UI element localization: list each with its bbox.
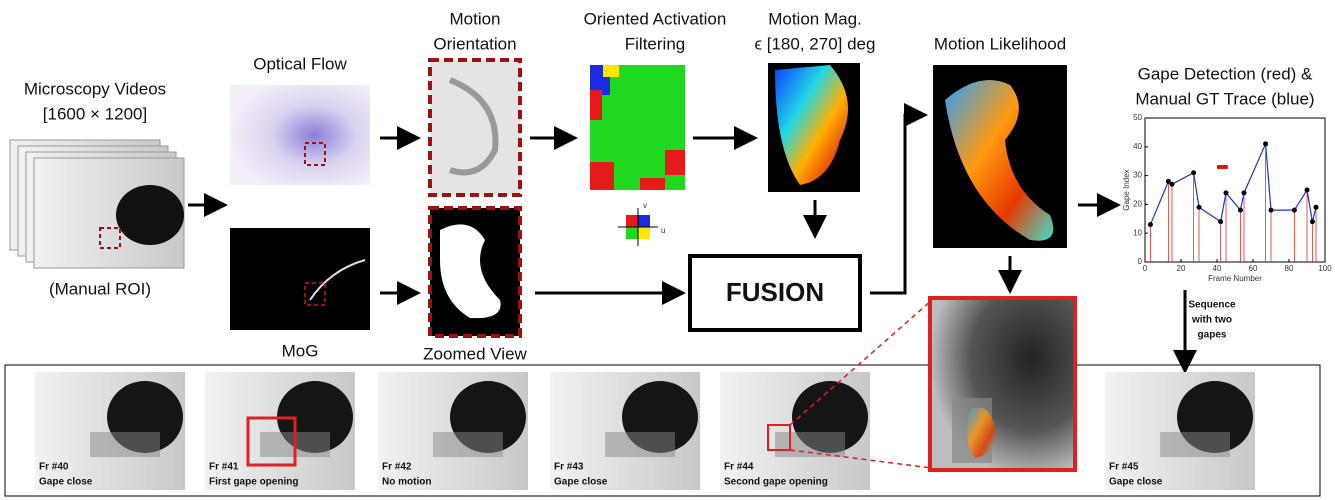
- x-tick-label: 80: [1285, 264, 1294, 273]
- magnitude-blob: [775, 65, 848, 185]
- fusion-box: [688, 254, 862, 332]
- y-tick-label: 40: [1133, 142, 1142, 151]
- frame-id: Fr #40: [39, 462, 69, 473]
- stage-title: MoG: [282, 341, 319, 360]
- zoom-inset: [928, 296, 1077, 472]
- detection-dot: [1309, 219, 1315, 225]
- y-tick-label: 30: [1133, 171, 1142, 180]
- detection-dot: [1196, 204, 1202, 210]
- detection-dot: [1291, 207, 1297, 213]
- frame-id: Fr #42: [382, 462, 412, 473]
- detection-dot: [1218, 219, 1224, 225]
- axis-label: v: [643, 201, 647, 210]
- note: with two: [1191, 315, 1232, 326]
- stage-title: Motion Mag.: [768, 9, 862, 28]
- detection-dot: [1169, 181, 1175, 187]
- detection-dot: [1165, 178, 1171, 184]
- roi-box: [304, 142, 326, 166]
- input-title: Microscopy Videos: [24, 79, 166, 98]
- x-axis-label: Frame Number: [1208, 274, 1262, 283]
- detection-dot: [1304, 187, 1310, 193]
- frame-state: Gape close: [1109, 477, 1163, 488]
- orientation-pattern: [448, 77, 499, 176]
- note: gapes: [1198, 330, 1227, 341]
- x-tick-label: 100: [1318, 264, 1332, 273]
- x-tick-label: 0: [1143, 264, 1148, 273]
- frame-id: Fr #41: [209, 462, 239, 473]
- detection-dot: [1237, 207, 1243, 213]
- note: Sequence: [1188, 300, 1236, 311]
- likelihood-blob: [945, 80, 1054, 241]
- optical-flow-image: [230, 85, 370, 185]
- y-tick-label: 20: [1133, 200, 1142, 209]
- detection-dot: [1241, 190, 1247, 196]
- plot-title: Gape Detection (red) &: [1138, 64, 1313, 83]
- zoom-line: [789, 449, 933, 469]
- detection-dot: [1313, 204, 1319, 210]
- stage-title: Orientation: [433, 34, 516, 53]
- roi-box: [304, 282, 326, 306]
- x-tick-label: 60: [1249, 264, 1258, 273]
- frame-id: Fr #44: [724, 462, 754, 473]
- orientation-image: [428, 58, 522, 197]
- zoom-motion: [966, 407, 995, 458]
- stage-title: ϵ [180, 270] deg: [755, 34, 876, 53]
- highlight-box: [246, 416, 297, 467]
- y-tick-label: 50: [1133, 113, 1142, 122]
- mog-image: [230, 228, 370, 330]
- zoom-line: [789, 299, 933, 426]
- frame-id: Fr #43: [554, 462, 584, 473]
- frame-state: No motion: [382, 477, 431, 488]
- frame-strip: [4, 364, 1321, 497]
- stage-title: Zoomed View: [423, 344, 527, 363]
- video-stack: [9, 139, 185, 269]
- stage-title: Optical Flow: [253, 54, 347, 73]
- y-tick-label: 0: [1138, 257, 1143, 266]
- mog-edge: [309, 259, 366, 301]
- y-tick-label: 10: [1133, 228, 1142, 237]
- roi-label: (Manual ROI): [49, 279, 151, 298]
- y-axis-label: Gape Index: [1122, 169, 1131, 210]
- stage-title: Oriented Activation: [584, 9, 727, 28]
- x-tick-label: 20: [1177, 264, 1186, 273]
- arrow: [870, 103, 928, 295]
- stage-title: Motion: [449, 9, 500, 28]
- fish-body: [433, 432, 503, 457]
- stage-title: Filtering: [625, 34, 685, 53]
- plot-title: Manual GT Trace (blue): [1135, 89, 1314, 108]
- activation-image: [590, 65, 685, 190]
- frame-id: Fr #45: [1109, 462, 1139, 473]
- frame-state: Second gape opening: [724, 477, 828, 488]
- detection-dot: [1263, 141, 1269, 147]
- detection-dot: [1223, 190, 1229, 196]
- plot: 0 20 40 60 80 100 0 10 20 30 40 50 Frame Number Gape …: [1122, 113, 1332, 283]
- detection-dot: [1268, 207, 1274, 213]
- frame-state: Gape close: [554, 477, 608, 488]
- stage-title: Motion Likelihood: [934, 34, 1066, 53]
- fish-body: [605, 432, 675, 457]
- plot-area: [1144, 117, 1326, 263]
- fish-body: [1160, 432, 1230, 457]
- frames: Fr #40 Gape close Fr #41 First gape opening…: [35, 372, 1255, 490]
- input-resolution: [1600 × 1200]: [43, 104, 147, 123]
- axis-label: u: [661, 226, 665, 235]
- zoomed-blob: [440, 224, 501, 319]
- frame-state: First gape opening: [209, 477, 298, 488]
- detection-dot: [1191, 170, 1197, 176]
- fish-body: [90, 432, 160, 457]
- x-tick-label: 40: [1213, 264, 1222, 273]
- frame-state: Gape close: [39, 477, 93, 488]
- orientation-legend: [618, 208, 658, 246]
- highlight-box: [767, 424, 791, 451]
- detection-dot: [1147, 222, 1153, 228]
- fusion-label: FUSION: [726, 277, 824, 307]
